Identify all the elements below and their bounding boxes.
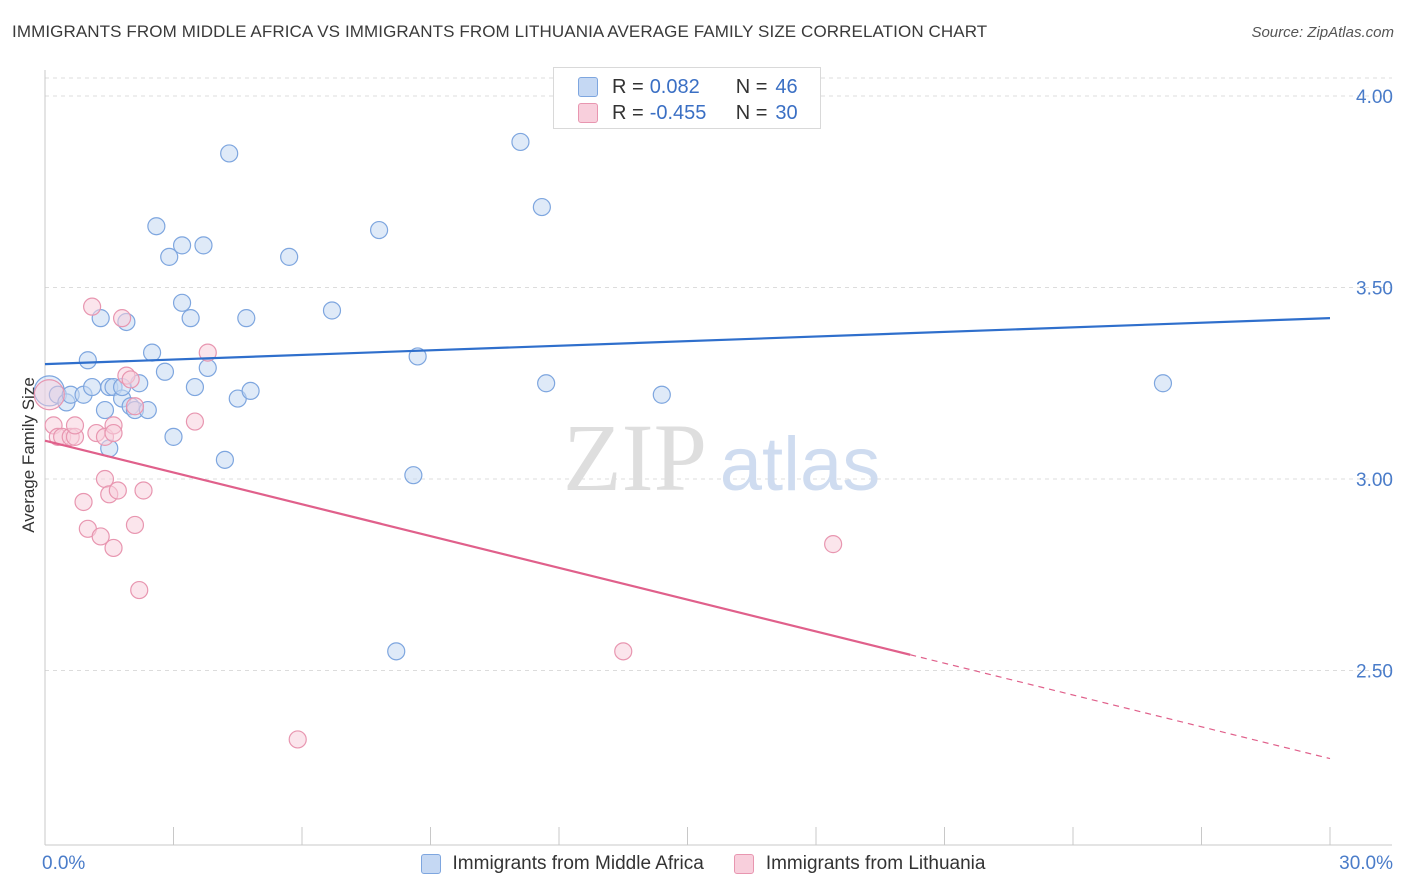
point-middle-africa bbox=[185, 377, 205, 397]
point-lithuania bbox=[134, 481, 153, 500]
point-lithuania bbox=[824, 535, 843, 554]
source-credit: Source: ZipAtlas.com bbox=[1251, 24, 1394, 41]
y-tick-label: 4.00 bbox=[1356, 87, 1393, 108]
series-swatch-pink bbox=[733, 854, 754, 874]
point-middle-africa bbox=[511, 132, 530, 152]
point-middle-africa bbox=[147, 217, 166, 236]
series-name-lithuania: Immigrants from Lithuania bbox=[765, 853, 986, 874]
trend-line-lithuania bbox=[44, 439, 911, 656]
point-middle-africa bbox=[78, 351, 97, 370]
point-lithuania bbox=[104, 538, 123, 558]
y-tick-label: 3.00 bbox=[1356, 470, 1393, 491]
point-middle-africa bbox=[181, 309, 200, 328]
point-middle-africa bbox=[172, 293, 192, 312]
x-tick-label-end: 30.0% bbox=[1339, 853, 1393, 874]
legend-r-label: R = bbox=[612, 101, 644, 124]
point-lithuania bbox=[91, 527, 110, 546]
watermark: ZIP atlas bbox=[563, 404, 880, 511]
point-middle-africa bbox=[652, 385, 671, 404]
y-tick-label: 2.50 bbox=[1356, 662, 1393, 683]
point-middle-africa bbox=[1153, 374, 1173, 393]
point-middle-africa bbox=[387, 642, 406, 661]
legend-row-middle-africa: R = 0.082 N = 46 bbox=[578, 75, 798, 99]
legend-n-label: N = bbox=[735, 101, 768, 124]
legend-r-value: 0.082 bbox=[649, 75, 700, 98]
point-middle-africa bbox=[404, 466, 423, 485]
point-lithuania bbox=[108, 481, 127, 500]
series-swatch-blue bbox=[420, 854, 441, 874]
point-middle-africa bbox=[532, 197, 551, 217]
legend-n-value: 46 bbox=[775, 75, 798, 98]
point-middle-africa bbox=[160, 247, 179, 266]
legend-row-lithuania: R = -0.455 N = 30 bbox=[578, 101, 798, 125]
point-middle-africa bbox=[83, 377, 102, 397]
watermark-zip: ZIP bbox=[563, 404, 707, 511]
legend-swatch-pink bbox=[578, 103, 598, 123]
point-lithuania bbox=[104, 423, 123, 443]
point-lithuania bbox=[125, 397, 145, 416]
point-middle-africa bbox=[237, 309, 256, 328]
y-axis-label: Average Family Size bbox=[19, 377, 38, 533]
series-legend: Immigrants from Middle Africa Immigrants… bbox=[0, 851, 1406, 877]
point-middle-africa bbox=[220, 144, 239, 163]
point-middle-africa bbox=[198, 358, 217, 378]
point-lithuania bbox=[614, 642, 633, 661]
point-middle-africa bbox=[194, 236, 213, 255]
legend-swatch-blue bbox=[578, 77, 598, 97]
point-lithuania bbox=[198, 343, 217, 362]
point-middle-africa bbox=[164, 427, 183, 446]
point-middle-africa bbox=[172, 236, 192, 255]
point-lithuania bbox=[288, 730, 307, 749]
grid-lines bbox=[45, 77, 1392, 671]
trend-lines bbox=[44, 317, 1331, 760]
chart-title: IMMIGRANTS FROM MIDDLE AFRICA VS IMMIGRA… bbox=[12, 22, 988, 41]
point-lithuania bbox=[83, 297, 102, 316]
legend-r-value: -0.455 bbox=[649, 101, 707, 124]
y-tick-label: 3.50 bbox=[1356, 279, 1393, 300]
point-middle-africa bbox=[95, 400, 115, 420]
data-points bbox=[33, 132, 1173, 749]
legend-r-label: R = bbox=[612, 75, 644, 98]
series-legend-middle-africa: Immigrants from Middle Africa bbox=[420, 853, 704, 875]
point-lithuania bbox=[33, 379, 65, 411]
point-lithuania bbox=[130, 580, 149, 600]
series-legend-lithuania: Immigrants from Lithuania bbox=[733, 853, 986, 875]
point-lithuania bbox=[65, 416, 85, 435]
point-lithuania bbox=[185, 412, 205, 431]
point-middle-africa bbox=[142, 343, 162, 362]
point-middle-africa bbox=[280, 247, 299, 266]
point-lithuania bbox=[74, 492, 93, 512]
point-middle-africa bbox=[370, 220, 389, 240]
point-middle-africa bbox=[241, 381, 260, 401]
point-middle-africa bbox=[537, 374, 556, 393]
legend-n-label: N = bbox=[735, 75, 768, 98]
y-tick-labels: 2.50 3.00 3.50 4.00 bbox=[1356, 87, 1393, 683]
point-middle-africa bbox=[155, 362, 175, 381]
point-middle-africa bbox=[215, 450, 234, 469]
x-tick-label-start: 0.0% bbox=[42, 853, 85, 874]
point-lithuania bbox=[125, 515, 145, 535]
point-middle-africa bbox=[322, 301, 342, 320]
point-middle-africa bbox=[408, 347, 427, 366]
stats-legend: R = 0.082 N = 46 R = -0.455 N = 30 bbox=[553, 67, 821, 129]
x-tick-labels: 0.0% 30.0% bbox=[42, 853, 1393, 874]
series-name-middle-africa: Immigrants from Middle Africa bbox=[452, 853, 704, 874]
point-lithuania bbox=[121, 370, 140, 389]
watermark-atlas: atlas bbox=[720, 422, 881, 507]
axes bbox=[44, 70, 1392, 846]
legend-n-value: 30 bbox=[775, 101, 798, 124]
trend-line-middle-africa bbox=[44, 317, 1331, 366]
point-lithuania bbox=[112, 309, 132, 328]
